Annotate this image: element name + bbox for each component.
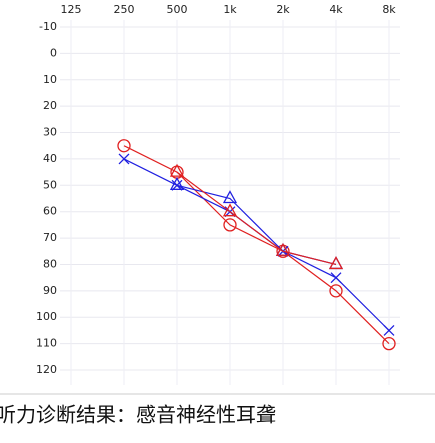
marker-triangle [169,176,185,190]
y-tick-label: 50 [43,178,57,191]
marker-circle [223,218,237,232]
y-tick-label: 90 [43,284,57,297]
x-tick-label: 250 [114,3,135,16]
diagnosis: 听力诊断结果：感音神经性耳聋 [0,403,276,427]
marker-triangle [222,190,238,204]
y-tick-label: 100 [36,310,57,323]
y-tick-label: 30 [43,126,57,139]
marker-cross [330,272,342,284]
marker-triangle [328,256,344,270]
y-tick-label: 60 [43,205,57,218]
y-tick-label: 0 [50,46,57,59]
marker-triangle [222,203,238,217]
y-tick-label: 20 [43,99,57,112]
x-tick-label: 2k [276,3,290,16]
y-tick-label: 10 [43,73,57,86]
marker-cross [118,153,130,165]
y-tick-label: 70 [43,231,57,244]
x-tick-label: 125 [61,3,82,16]
y-tick-label: 40 [43,152,57,165]
marker-circle [329,284,343,298]
y-tick-label: 110 [36,337,57,350]
series-line [176,171,337,266]
marker-triangle [169,163,185,177]
x-tick-label: 500 [167,3,188,16]
y-tick-label: 80 [43,257,57,270]
x-tick-label: 8k [382,3,396,16]
marker-circle [382,336,396,351]
y-tick-label: -10 [39,20,57,33]
marker-circle [117,139,131,153]
marker-cross [383,324,395,336]
series-line [123,145,390,345]
x-tick-label: 4k [329,3,343,16]
x-tick-label: 1k [223,3,237,16]
y-tick-label: 120 [36,363,57,376]
marker-triangle [275,242,291,256]
